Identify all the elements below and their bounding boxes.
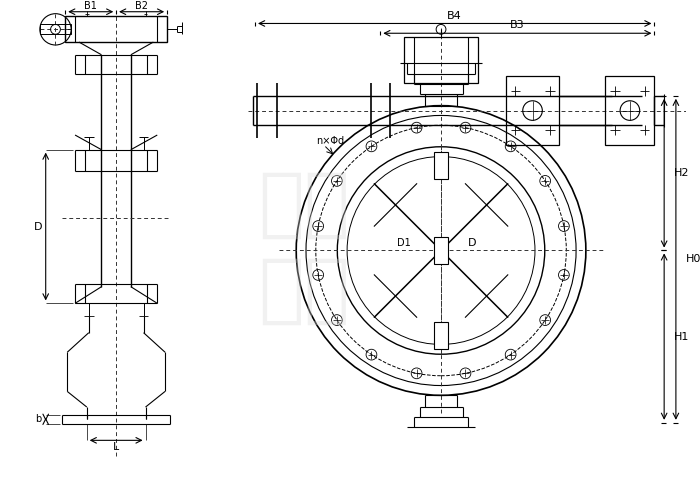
Bar <box>434 322 448 349</box>
Text: B3: B3 <box>510 21 525 31</box>
Bar <box>434 152 448 179</box>
Text: H0: H0 <box>686 254 700 264</box>
Bar <box>505 76 559 145</box>
Bar <box>434 237 448 264</box>
Text: D: D <box>468 238 477 248</box>
Bar <box>404 37 478 83</box>
Text: D1: D1 <box>397 238 411 248</box>
Text: H1: H1 <box>674 331 690 342</box>
Bar <box>40 24 71 34</box>
Bar <box>606 76 654 145</box>
Text: L: L <box>113 442 119 452</box>
Text: H2: H2 <box>674 168 690 178</box>
Bar <box>65 16 167 42</box>
Text: 百通
阀控: 百通 阀控 <box>258 168 350 327</box>
Text: b: b <box>35 414 41 424</box>
Text: B2: B2 <box>135 1 148 11</box>
Text: D: D <box>34 222 42 232</box>
Text: n×Φd: n×Φd <box>316 136 344 146</box>
Text: B1: B1 <box>84 1 97 11</box>
Text: B4: B4 <box>447 11 462 21</box>
